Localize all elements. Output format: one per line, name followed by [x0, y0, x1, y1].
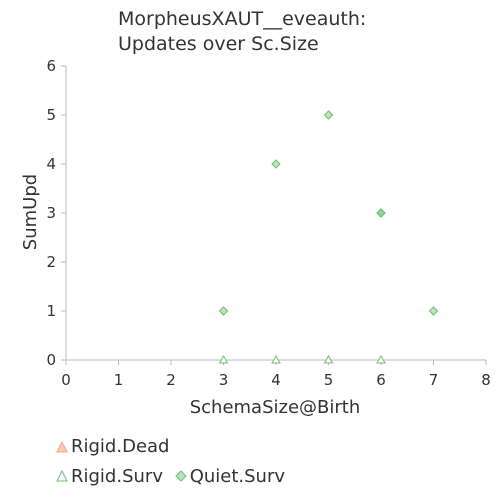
y-axis-label: SumUpd: [20, 174, 41, 250]
chart-title-line-1: MorpheusXAUT__eveauth:: [118, 8, 367, 30]
x-tick-label: 7: [429, 371, 439, 389]
y-tick-label: 4: [46, 155, 56, 173]
data-points: [218, 110, 439, 364]
x-tick-label: 0: [61, 371, 71, 389]
y-tick-label: 2: [46, 253, 56, 271]
rigid-surv-point: [218, 354, 229, 364]
legend-label-rigid-surv: Rigid.Surv: [71, 465, 163, 487]
y-tick-label: 5: [46, 106, 56, 124]
legend-item-quiet-surv[interactable]: Quiet.Surv: [174, 465, 286, 487]
legend-row-1: Rigid.Dead: [56, 436, 291, 458]
legend-row-2: Rigid.Surv Quiet.Surv: [56, 466, 291, 488]
ticks: 0 1 2 3 4 5 6 7 8 0 1 2 3 4 5 6: [46, 57, 490, 389]
y-tick-label: 6: [46, 57, 56, 75]
legend: Rigid.Dead Rigid.Surv Quiet.Surv: [56, 436, 291, 487]
diamond-marker-icon: [174, 470, 187, 482]
y-tick-label: 0: [46, 351, 56, 369]
rigid-surv-point: [323, 354, 334, 364]
quiet-surv-point: [376, 208, 386, 218]
chart-title-line-2: Updates over Sc.Size: [118, 33, 319, 55]
y-tick-label: 3: [46, 204, 56, 222]
quiet-surv-point: [218, 306, 229, 316]
x-tick-label: 3: [219, 371, 229, 389]
legend-item-rigid-dead[interactable]: Rigid.Dead: [56, 436, 169, 457]
quiet-surv-point: [428, 306, 439, 316]
x-tick-label: 4: [271, 371, 281, 389]
x-tick-label: 8: [481, 371, 491, 389]
rigid-surv-point: [271, 354, 281, 364]
legend-item-rigid-surv[interactable]: Rigid.Surv: [56, 466, 163, 487]
y-tick-label: 1: [46, 302, 56, 320]
triangle-marker-icon: [56, 440, 68, 452]
quiet-surv-point: [271, 159, 281, 169]
x-axis-label: SchemaSize@Birth: [190, 397, 361, 418]
x-tick-label: 2: [166, 371, 176, 389]
x-tick-label: 5: [324, 371, 334, 389]
quiet-surv-point: [323, 110, 334, 120]
rigid-surv-point: [376, 354, 386, 364]
x-tick-label: 1: [114, 371, 124, 389]
legend-label-quiet-surv: Quiet.Surv: [189, 465, 286, 487]
triangle-marker-icon: [56, 470, 68, 482]
legend-label-rigid-dead: Rigid.Dead: [71, 436, 170, 457]
x-tick-label: 6: [376, 371, 386, 389]
axes: [65, 66, 486, 361]
